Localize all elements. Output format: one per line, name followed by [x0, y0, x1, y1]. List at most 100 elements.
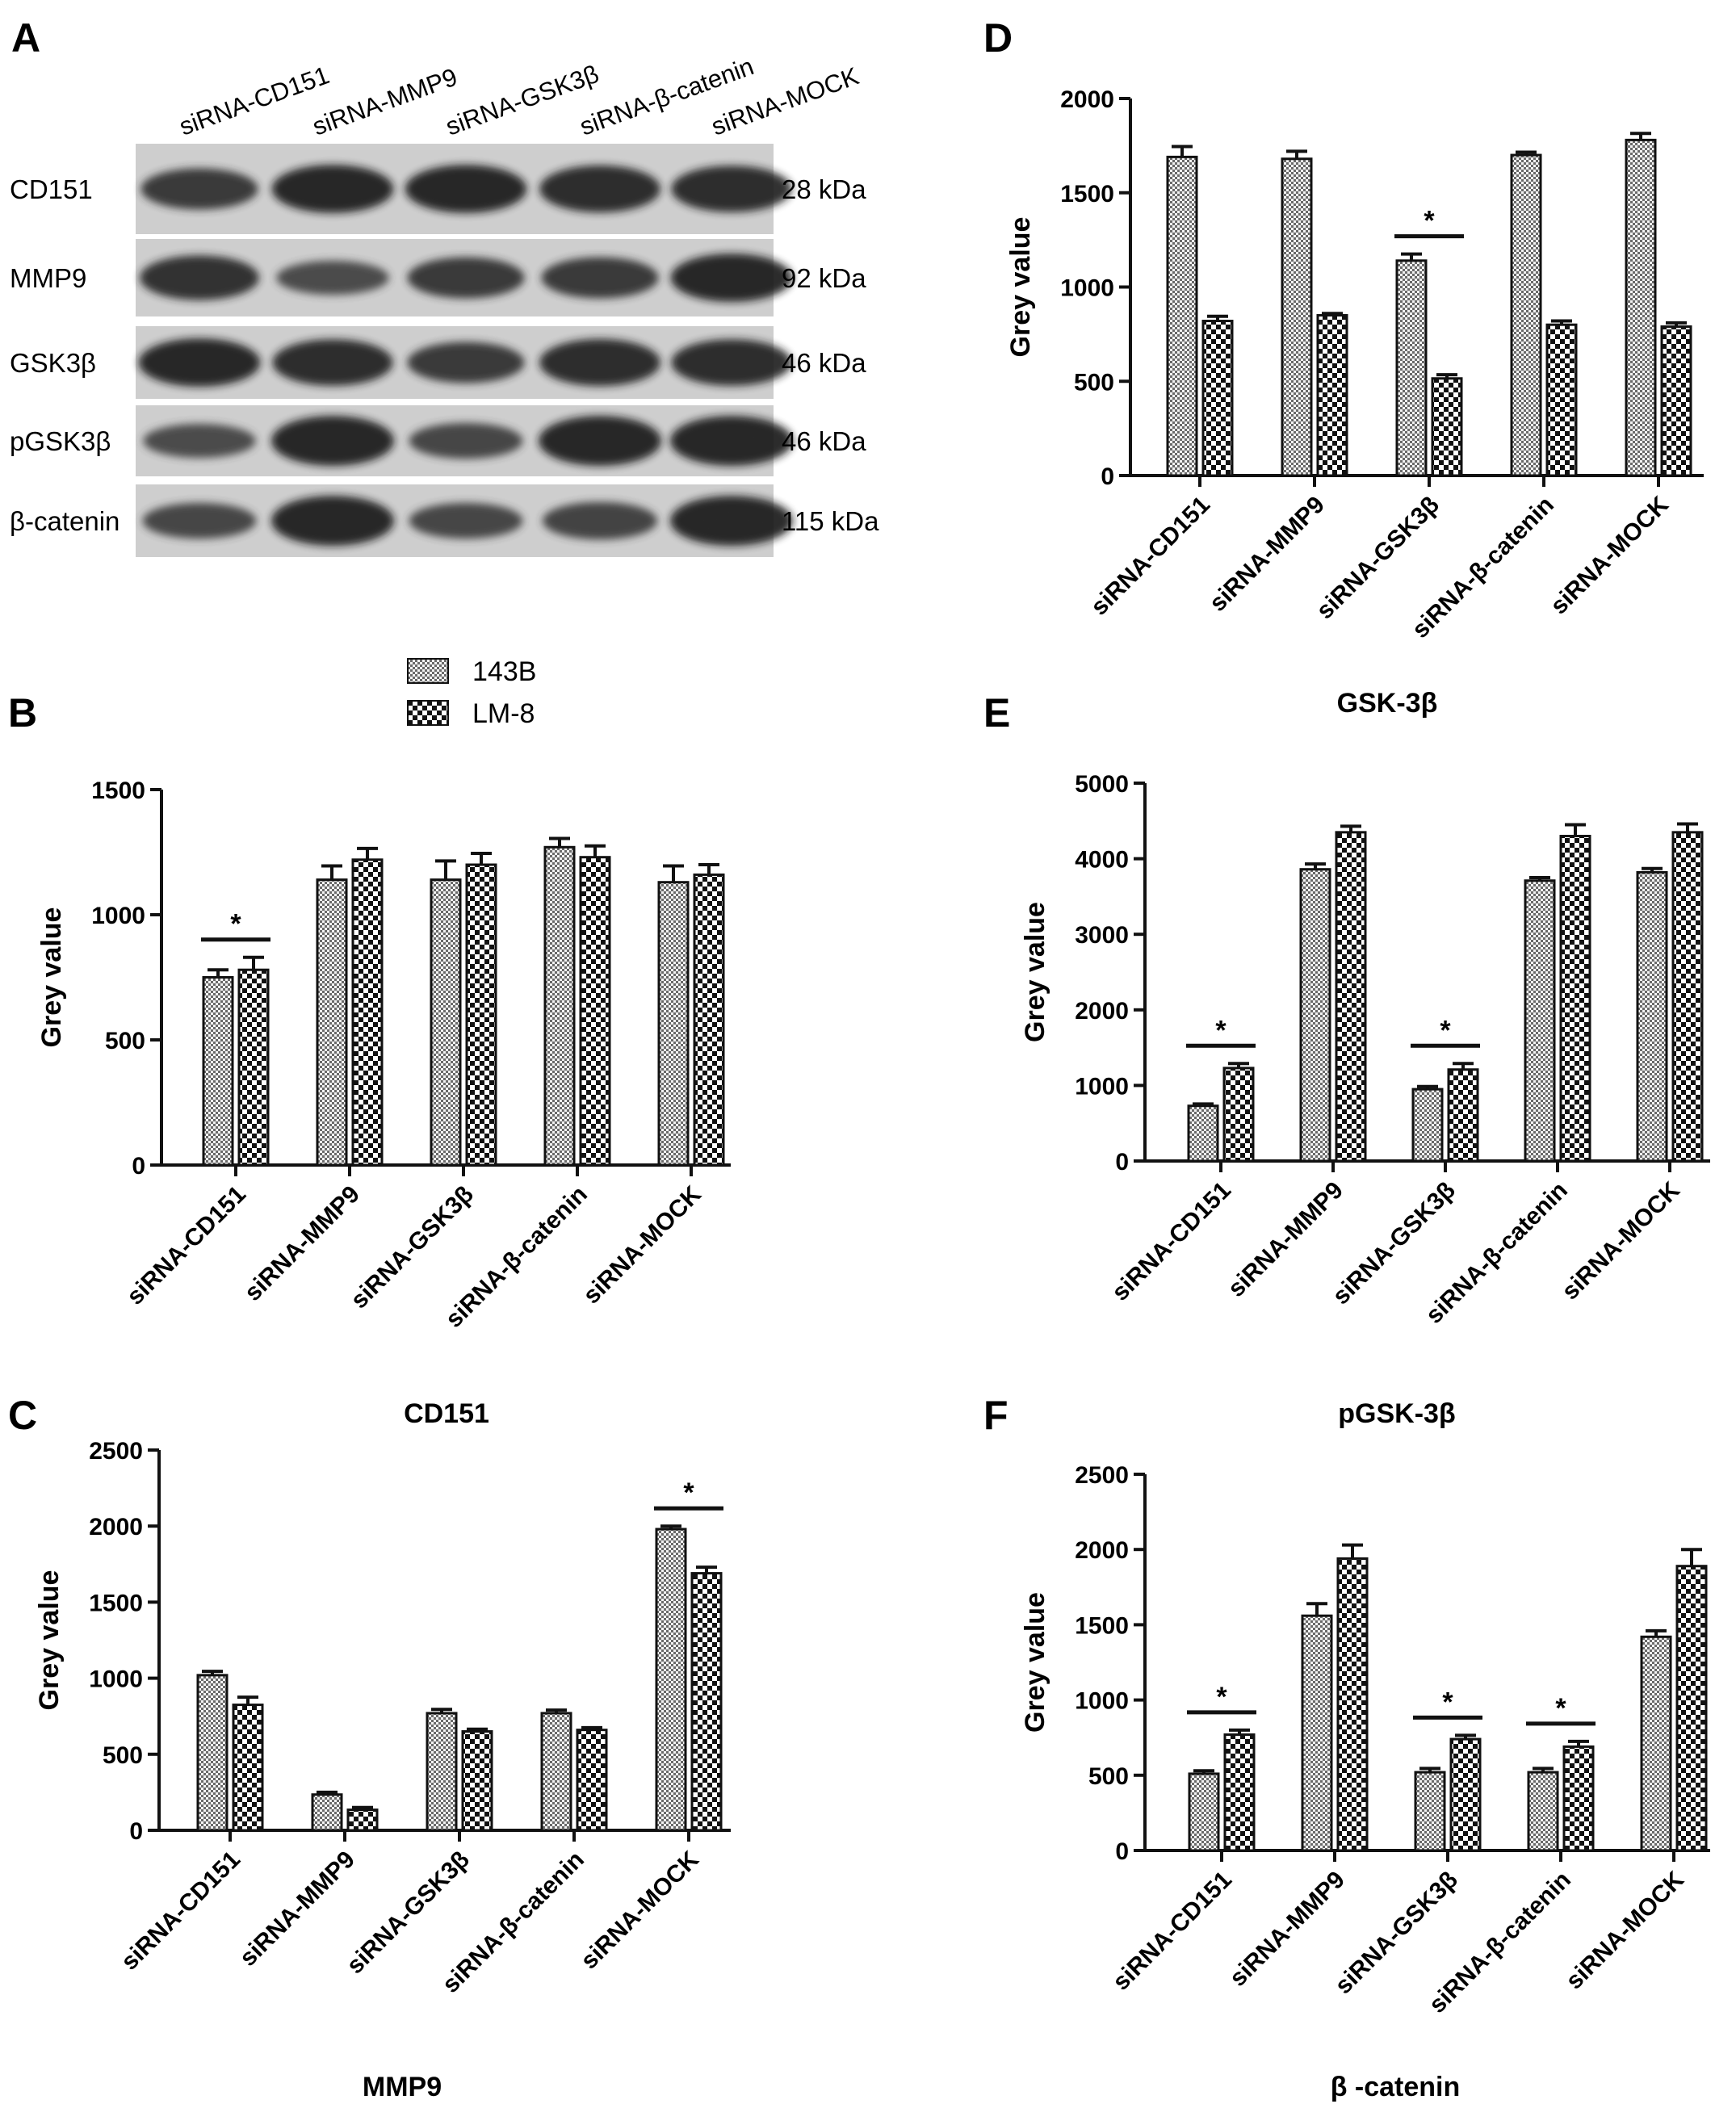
- bar-lm8: [237, 968, 270, 1167]
- blot-band: [539, 416, 661, 466]
- bar-chart-c: C 0 500 1000 1500 2000 2500 Grey value siRNA-CD1…: [8, 1393, 731, 2102]
- bar-143b: [202, 976, 234, 1167]
- chart-title: CD151: [404, 1398, 489, 1429]
- blot-lane-label: siRNA-CD151: [175, 61, 333, 140]
- x-tick-label: siRNA-MMP9: [235, 1846, 360, 1972]
- x-tick-label: siRNA-MOCK: [578, 1180, 707, 1309]
- y-tick-label: 1000: [91, 903, 145, 929]
- bar-lm8: [1431, 377, 1463, 477]
- blot-protein-label: GSK3β: [10, 348, 96, 378]
- bar-lm8: [1675, 1565, 1708, 1852]
- legend-swatch-143b: [407, 658, 449, 684]
- bar-lm8: [346, 1809, 379, 1832]
- bar-lm8: [1559, 835, 1591, 1163]
- x-tick-label: siRNA-CD151: [122, 1181, 251, 1310]
- bar-lm8: [232, 1704, 264, 1832]
- y-tick-label: 5000: [1075, 771, 1129, 798]
- y-tick-label: 2000: [1075, 1537, 1129, 1564]
- blot-band: [671, 339, 792, 386]
- blot-band: [671, 166, 792, 212]
- y-tick-label: 1000: [1075, 1073, 1129, 1100]
- blot-band: [272, 339, 393, 386]
- chart-title: GSK-3β: [1337, 688, 1438, 719]
- blot-size-label: 28 kDa: [782, 174, 866, 204]
- blot-band: [409, 422, 523, 459]
- blot-size-label: 115 kDa: [782, 506, 879, 536]
- blot-rows: CD151 28 kDa MMP9 92 kDa GSK3β 46 kDa pGSK3β 46…: [10, 144, 879, 557]
- y-tick-label: 0: [1115, 1149, 1129, 1176]
- legend: 143B LM-8: [407, 656, 536, 729]
- panel-label-a: A: [11, 15, 40, 61]
- bar-lm8: [465, 863, 497, 1167]
- blot-lane-label: siRNA-GSK3β: [442, 60, 602, 141]
- bar-143b: [426, 1712, 458, 1832]
- bar-143b: [1625, 138, 1657, 477]
- y-tick-label: 4000: [1075, 847, 1129, 874]
- y-tick-label: 2000: [1075, 998, 1129, 1025]
- x-tick-label: siRNA-MOCK: [1557, 1176, 1685, 1305]
- blot-band: [271, 496, 394, 546]
- chart-title: pGSK-3β: [1338, 1398, 1455, 1429]
- x-tick-label: siRNA-CD151: [1086, 492, 1215, 621]
- blot-band: [138, 338, 261, 387]
- bar-lm8: [1545, 323, 1578, 477]
- x-tick-label: siRNA-MOCK: [1545, 491, 1674, 619]
- bar-chart-f: F 0 500 1000 1500 2000 2500 Grey value siRNA-CD1…: [983, 1393, 1710, 2102]
- bar-lm8: [1316, 314, 1348, 477]
- x-tick-label: siRNA-MOCK: [1561, 1866, 1689, 1994]
- bar-143b: [1166, 155, 1198, 477]
- bar-143b: [1414, 1771, 1446, 1852]
- blot-protein-label: β-catenin: [10, 506, 120, 536]
- x-tick-label: siRNA-CD151: [1107, 1177, 1236, 1306]
- x-tick-label: siRNA-MOCK: [576, 1846, 704, 1974]
- y-tick-label: 2500: [89, 1438, 143, 1465]
- bar-143b: [1187, 1104, 1219, 1163]
- bar-143b: [1301, 1614, 1333, 1852]
- bar-143b: [311, 1793, 343, 1832]
- y-tick-label: 500: [103, 1742, 143, 1769]
- y-tick-label: 1500: [1060, 181, 1114, 207]
- bar-143b: [196, 1674, 229, 1832]
- bar-lm8: [1223, 1733, 1256, 1852]
- blot-protein-label: CD151: [10, 174, 93, 204]
- bar-143b: [657, 881, 690, 1167]
- bar-143b: [1395, 259, 1428, 477]
- bar-lm8: [1671, 831, 1704, 1163]
- x-tick-label: siRNA-GSK3β: [342, 1846, 475, 1980]
- blot-band: [670, 496, 793, 546]
- bar-143b: [1510, 153, 1542, 477]
- blot-protein-label: MMP9: [10, 263, 86, 293]
- bar-143b: [1281, 157, 1313, 477]
- bar-143b: [430, 878, 462, 1167]
- y-tick-label: 1000: [1060, 275, 1114, 302]
- panel-label: F: [983, 1393, 1008, 1438]
- significance-star: *: [1440, 1015, 1451, 1046]
- y-tick-label: 0: [132, 1153, 145, 1180]
- blot-band: [670, 254, 793, 302]
- blot-band: [140, 168, 258, 210]
- x-tick-label: siRNA-MMP9: [240, 1181, 365, 1306]
- bar-lm8: [1449, 1737, 1482, 1852]
- significance-star: *: [1555, 1693, 1566, 1724]
- bar-lm8: [461, 1730, 493, 1832]
- bar-143b: [540, 1712, 572, 1832]
- blot-band: [276, 260, 389, 295]
- bar-143b: [1640, 1635, 1672, 1852]
- bar-143b: [1524, 879, 1556, 1163]
- blot-band: [140, 255, 259, 300]
- bar-143b: [316, 878, 348, 1167]
- bar-lm8: [1660, 325, 1692, 477]
- chart-title: MMP9: [363, 2072, 442, 2102]
- blot-row: β-catenin 115 kDa: [10, 484, 879, 557]
- legend-swatch-lm8: [407, 700, 449, 726]
- blot-protein-label: pGSK3β: [10, 426, 111, 456]
- y-tick-label: 1500: [91, 777, 145, 804]
- significance-star: *: [683, 1477, 694, 1508]
- y-tick-label: 2000: [89, 1514, 143, 1540]
- blot-band: [539, 338, 660, 387]
- y-tick-label: 0: [1115, 1838, 1129, 1865]
- blot-row: CD151 28 kDa: [10, 144, 866, 234]
- y-axis-label: Grey value: [1005, 217, 1036, 358]
- blot-band: [539, 165, 660, 213]
